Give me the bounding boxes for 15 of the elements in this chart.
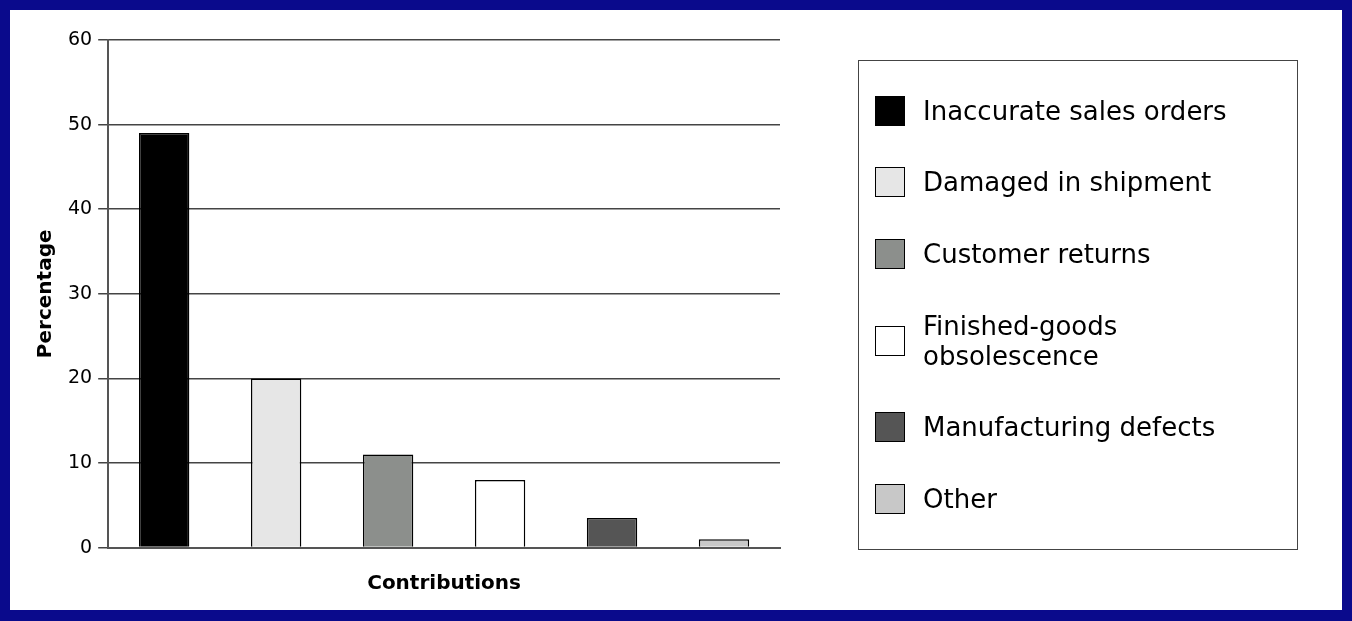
y-tick-label: 40 — [67, 196, 93, 219]
legend-label: Damaged in shipment — [923, 167, 1212, 198]
y-tick-label: 10 — [67, 449, 93, 472]
y-tick-label: 0 — [80, 534, 93, 557]
legend-label: Finished-goods obsolescence — [923, 310, 1119, 371]
legend-label: Other — [923, 484, 997, 515]
legend-label: Customer returns — [923, 239, 1151, 270]
y-tick-label: 50 — [67, 111, 93, 134]
y-tick-label: 60 — [67, 26, 93, 49]
legend-label: Manufacturing defects — [923, 412, 1216, 443]
y-tick-label: 20 — [67, 365, 93, 388]
y-tick-label: 30 — [67, 280, 93, 303]
y-axis-title: Percentage — [32, 229, 57, 359]
x-axis-title: Contributions — [367, 570, 521, 595]
legend-label: Inaccurate sales orders — [923, 95, 1227, 126]
